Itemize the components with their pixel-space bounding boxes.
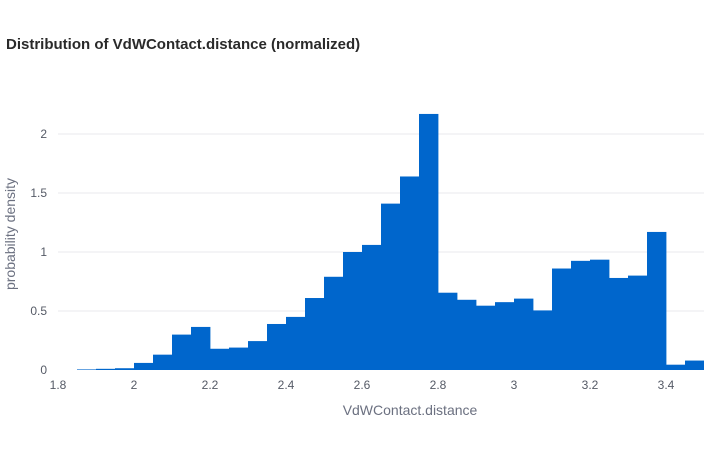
x-tick-label: 3 <box>511 378 518 392</box>
histogram-bar <box>628 275 648 370</box>
histogram-bar <box>134 362 154 370</box>
histogram-bar <box>324 276 344 370</box>
histogram-bar <box>647 231 667 370</box>
x-tick-label: 2 <box>131 378 138 392</box>
histogram-bar <box>419 113 439 370</box>
histogram-bar <box>400 176 420 370</box>
x-tick-labels: 1.8 2 2.2 2.4 2.6 2.8 3 3.2 3.4 <box>50 378 675 392</box>
histogram-bar <box>362 244 382 370</box>
histogram-bar <box>267 323 287 370</box>
y-tick-label: 1 <box>40 245 47 259</box>
histogram-bar <box>172 334 192 370</box>
histogram-bar <box>305 298 325 370</box>
y-tick-label: 1.5 <box>30 186 47 200</box>
histogram-bar <box>514 298 534 370</box>
histogram-bar <box>533 310 553 370</box>
x-tick-label: 2.6 <box>354 378 371 392</box>
chart-title: Distribution of VdWContact.distance (nor… <box>6 36 361 53</box>
histogram-bar <box>381 203 401 370</box>
histogram-bar <box>571 260 591 370</box>
histogram-bar <box>96 368 116 370</box>
x-tick-label: 2.2 <box>202 378 219 392</box>
bars-layer <box>77 113 704 370</box>
histogram-bar <box>286 316 306 370</box>
histogram-bar <box>476 305 496 370</box>
histogram-bar <box>552 268 572 370</box>
y-axis-title: probability density <box>2 178 18 290</box>
histogram-bar <box>609 277 629 370</box>
histogram-bar <box>438 292 458 370</box>
histogram-bar <box>153 354 173 370</box>
x-axis-title: VdWContact.distance <box>343 402 478 418</box>
x-tick-label: 3.4 <box>658 378 675 392</box>
x-tick-label: 3.2 <box>582 378 599 392</box>
histogram-bar <box>590 259 610 370</box>
histogram-bar <box>115 368 135 370</box>
y-tick-label: 0 <box>40 363 47 377</box>
histogram-bar <box>248 341 268 370</box>
histogram-bar <box>495 302 515 370</box>
histogram-bar <box>343 252 363 370</box>
histogram-bar <box>666 364 686 370</box>
histogram-bar <box>210 348 230 370</box>
histogram-bar <box>457 299 477 370</box>
histogram-bar <box>229 347 249 370</box>
x-tick-label: 1.8 <box>50 378 67 392</box>
y-tick-label: 0.5 <box>30 304 47 318</box>
x-tick-label: 2.8 <box>430 378 447 392</box>
histogram-bar <box>191 326 211 370</box>
x-tick-label: 2.4 <box>278 378 295 392</box>
y-tick-labels: 0 0.5 1 1.5 2 <box>30 127 47 377</box>
histogram-bar <box>685 360 704 370</box>
y-tick-label: 2 <box>40 127 47 141</box>
histogram-bar <box>77 369 97 370</box>
